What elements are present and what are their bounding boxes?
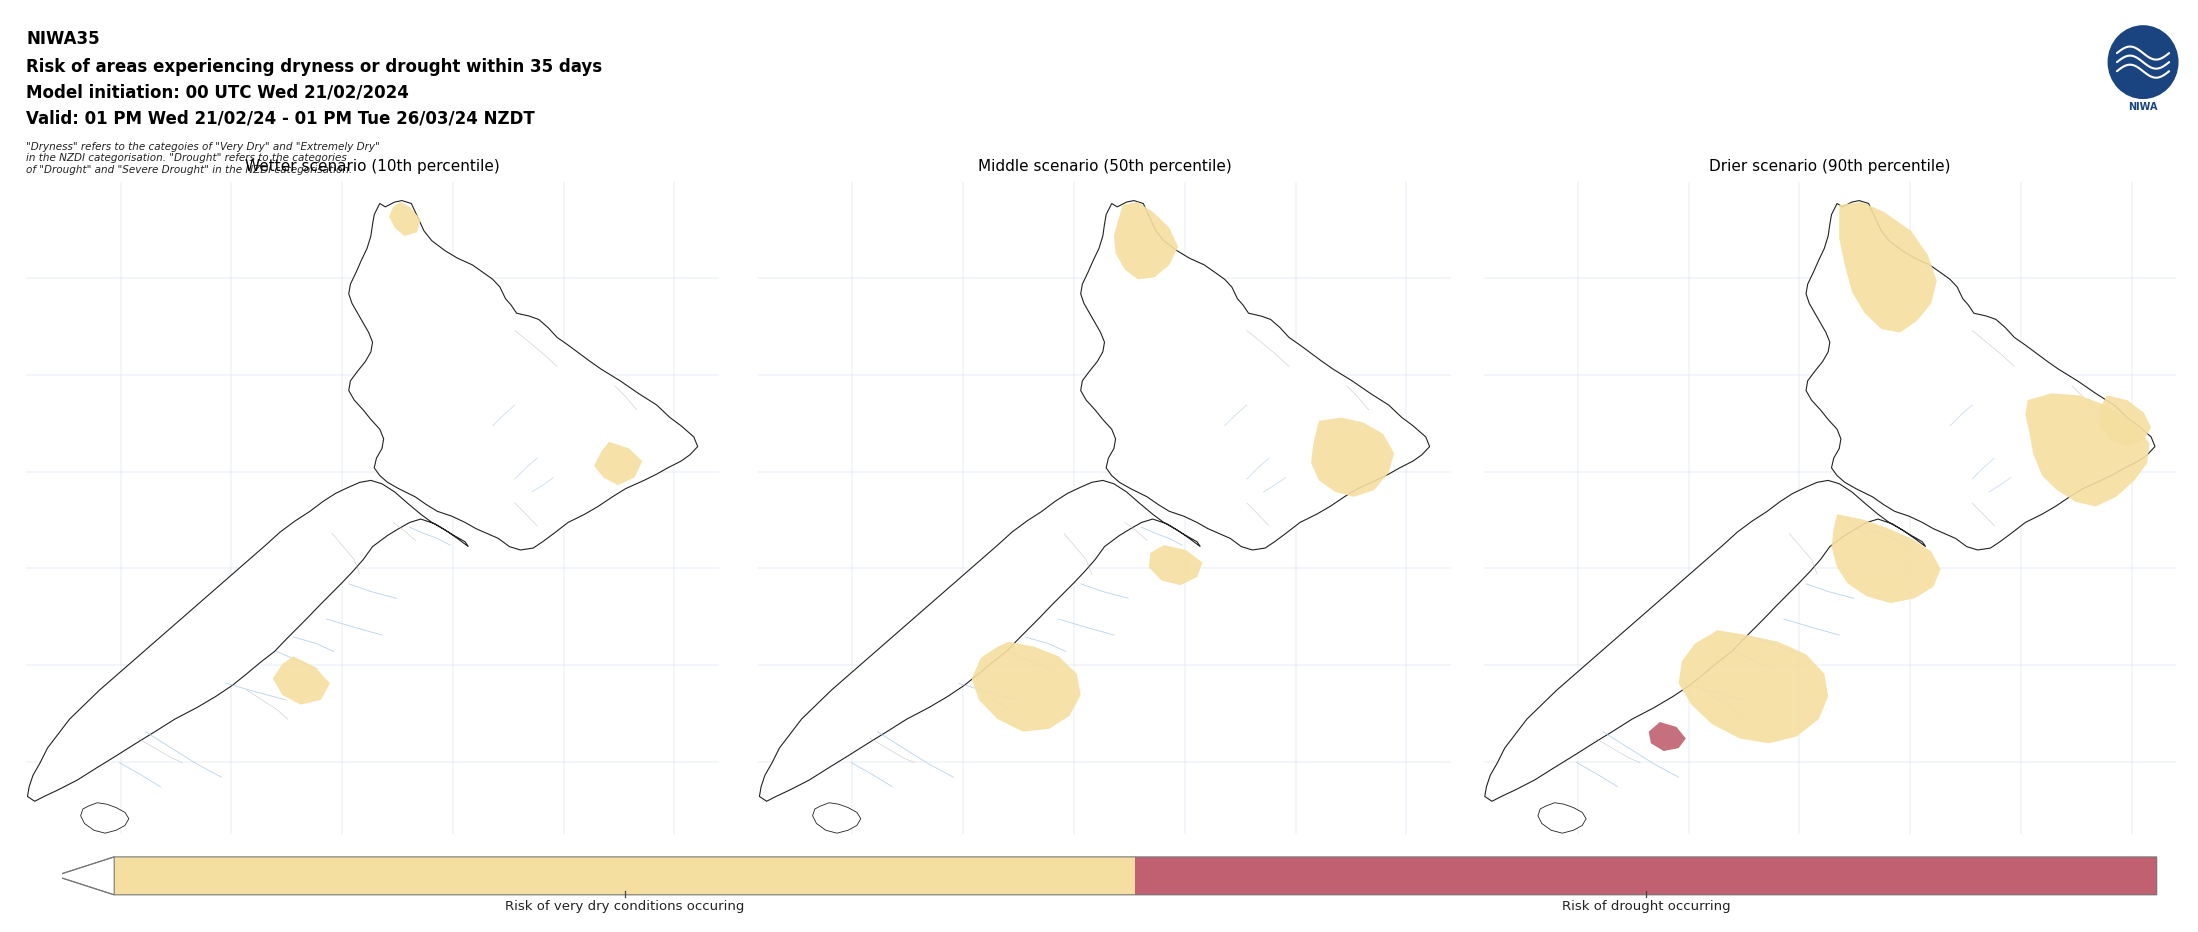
Text: Middle scenario (50th percentile): Middle scenario (50th percentile) <box>978 159 1231 174</box>
Text: Drier scenario (90th percentile): Drier scenario (90th percentile) <box>1710 159 1950 174</box>
Polygon shape <box>1081 200 1429 550</box>
Text: Risk of areas experiencing dryness or drought within 35 days: Risk of areas experiencing dryness or dr… <box>26 58 602 75</box>
Polygon shape <box>81 802 130 833</box>
Bar <box>1136 857 2156 895</box>
Polygon shape <box>1679 630 1829 744</box>
Polygon shape <box>761 480 1200 802</box>
Text: "Dryness" refers to the categoies of "Very Dry" and "Extremely Dry"
in the NZDI : "Dryness" refers to the categoies of "Ve… <box>26 142 380 175</box>
Polygon shape <box>1539 802 1587 833</box>
Polygon shape <box>1486 480 1925 802</box>
Text: NIWA: NIWA <box>2128 103 2158 113</box>
Text: Risk of drought occurring: Risk of drought occurring <box>1563 900 1730 913</box>
Text: Wetter scenario (10th percentile): Wetter scenario (10th percentile) <box>246 159 499 174</box>
Bar <box>114 857 1136 895</box>
Polygon shape <box>29 480 468 802</box>
Text: Risk of very dry conditions occuring: Risk of very dry conditions occuring <box>506 900 745 913</box>
Polygon shape <box>1150 545 1202 585</box>
Polygon shape <box>1648 722 1686 751</box>
Polygon shape <box>1310 418 1394 497</box>
Polygon shape <box>2099 395 2152 446</box>
Polygon shape <box>349 200 697 550</box>
Polygon shape <box>55 857 114 895</box>
Text: NIWA35: NIWA35 <box>26 30 99 48</box>
Text: Model initiation: 00 UTC Wed 21/02/2024: Model initiation: 00 UTC Wed 21/02/2024 <box>26 84 409 102</box>
Polygon shape <box>1114 202 1178 280</box>
Polygon shape <box>1831 514 1941 603</box>
Polygon shape <box>2024 393 2150 506</box>
Polygon shape <box>813 802 862 833</box>
Circle shape <box>2108 26 2178 99</box>
Polygon shape <box>972 642 1081 732</box>
Polygon shape <box>593 442 642 486</box>
Text: Valid: 01 PM Wed 21/02/24 - 01 PM Tue 26/03/24 NZDT: Valid: 01 PM Wed 21/02/24 - 01 PM Tue 26… <box>26 110 534 128</box>
Polygon shape <box>273 656 330 705</box>
Polygon shape <box>1840 202 1936 333</box>
Polygon shape <box>1807 200 2154 550</box>
Polygon shape <box>389 202 420 236</box>
